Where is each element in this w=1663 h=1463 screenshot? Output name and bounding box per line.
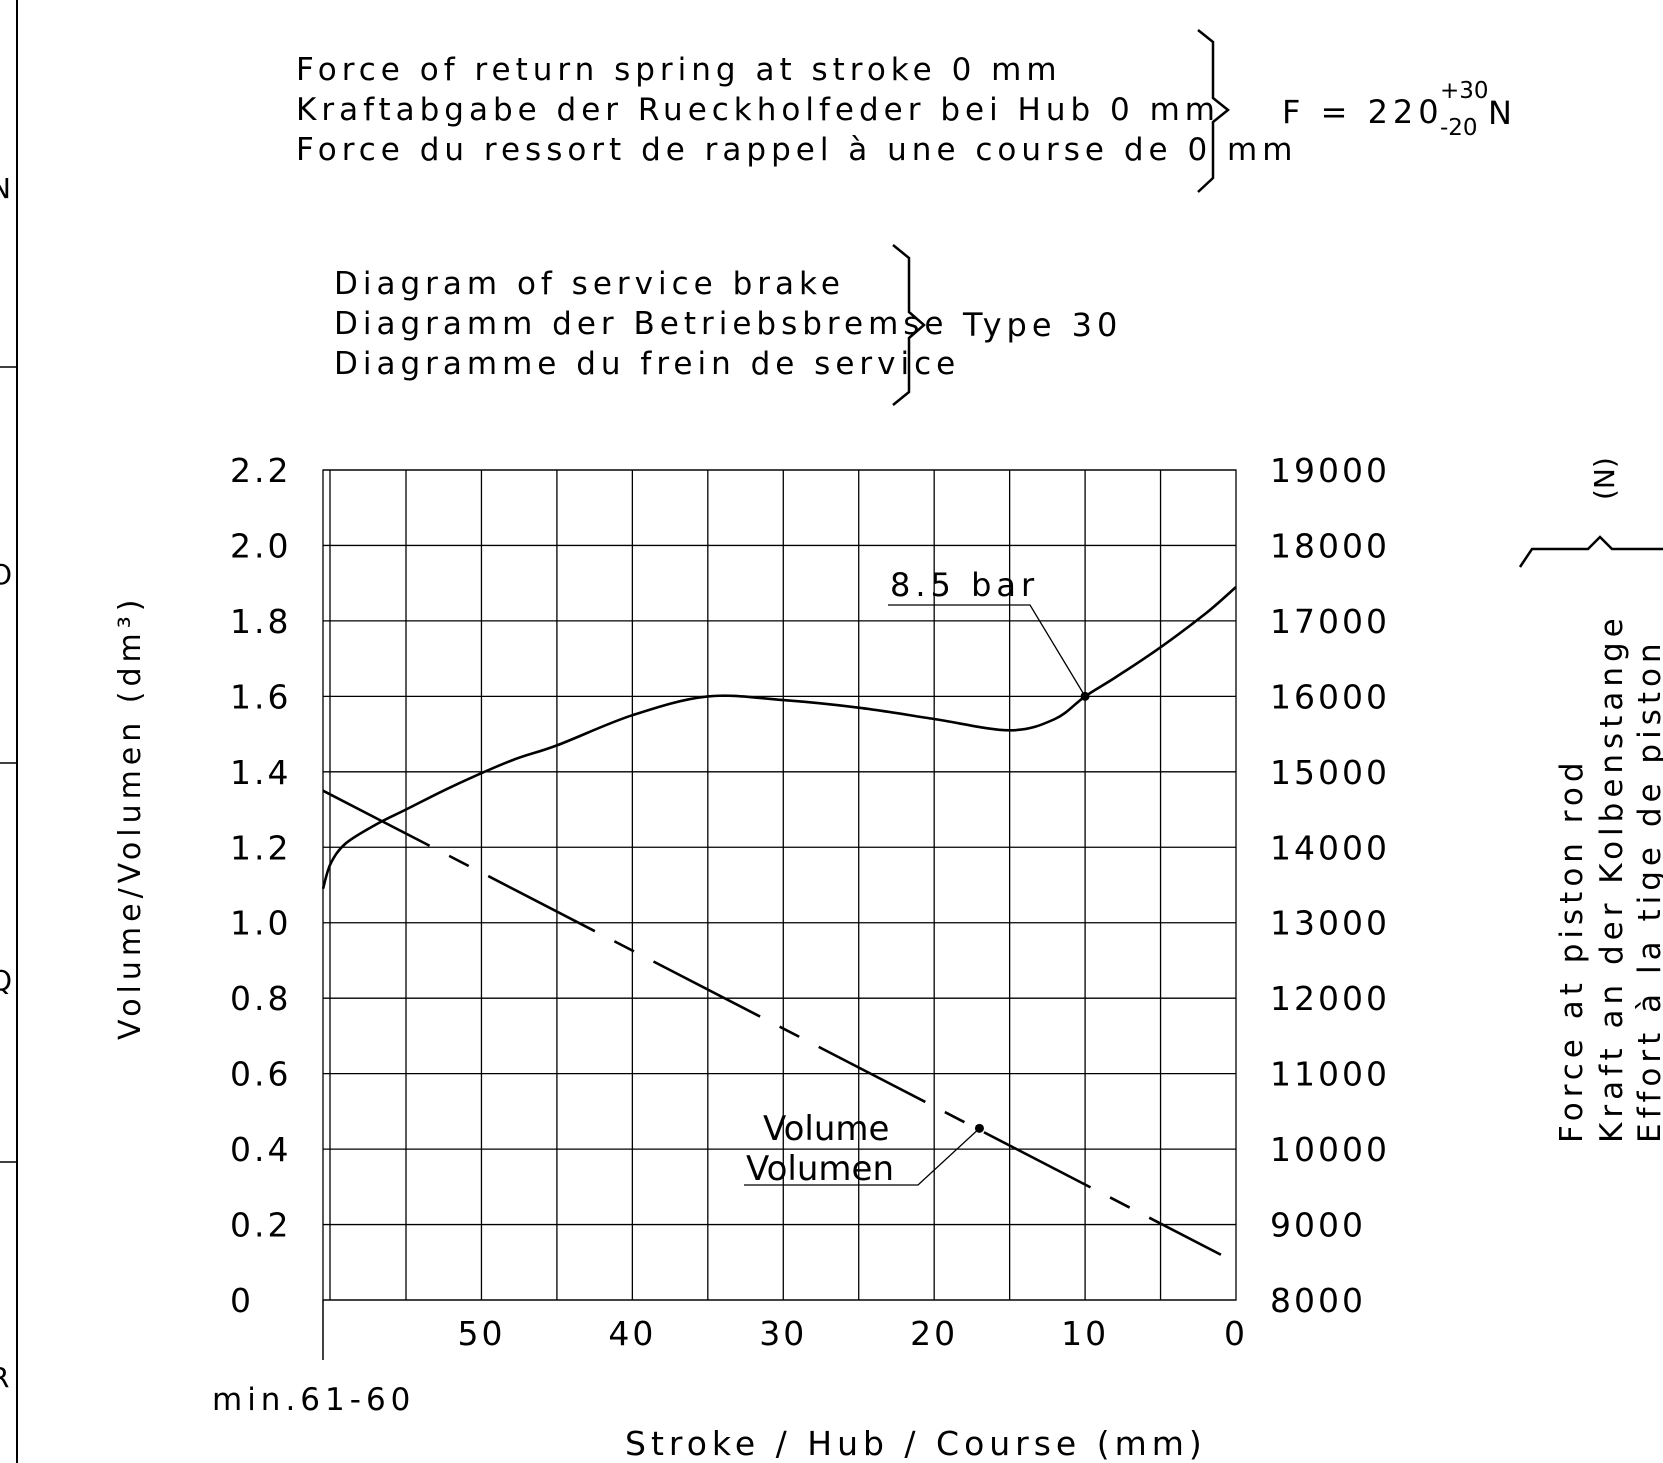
y-right-tick-label: 19000 <box>1270 451 1390 490</box>
zone-letter: N <box>0 172 11 205</box>
chart-grid <box>322 469 1237 1301</box>
x-tick-label: 20 <box>910 1314 958 1353</box>
zone-letter: O <box>0 558 12 591</box>
leader-line-8-5-bar <box>888 604 1086 697</box>
y-right-tick-label: 10000 <box>1270 1130 1390 1169</box>
y-right-tick-label: 14000 <box>1270 828 1390 867</box>
spring-tolerance-upper: +30 <box>1440 78 1489 104</box>
y-right-tick-label: 17000 <box>1270 602 1390 641</box>
y-right-axis-label: Force at piston rod Kraft an der Kolbens… <box>1554 613 1663 1143</box>
zone-letter: Q <box>0 964 12 997</box>
y-right-tick-label: 12000 <box>1270 979 1390 1018</box>
spring-force-note: Force of return spring at stroke 0 mm Kr… <box>296 52 1297 168</box>
series-line-8-5-bar <box>321 586 1237 890</box>
y-right-tick-label: 13000 <box>1270 904 1390 943</box>
spring-note-de: Kraftabgabe der Rueckholfeder bei Hub 0 … <box>296 92 1220 128</box>
series-label-volume-en: Volume <box>763 1109 889 1149</box>
y-left-tick-label: 1.8 <box>230 602 291 641</box>
spring-note-en: Force of return spring at stroke 0 mm <box>296 52 1062 88</box>
series-line-volume <box>322 789 1222 1256</box>
y-left-tick-label: 1.0 <box>230 904 291 943</box>
spring-note-brace <box>1197 29 1231 193</box>
diagram-title-en: Diagram of service brake <box>334 266 845 302</box>
y-right-tick-label: 15000 <box>1270 753 1390 792</box>
y-left-tick-label: 1.6 <box>230 677 291 716</box>
series-label-8-5-bar: 8.5 bar <box>890 566 1039 604</box>
y-right-label-brace <box>1518 535 1663 568</box>
y-right-label-en: Force at piston rod <box>1554 757 1590 1143</box>
y-left-tick-labels: 0 0.2 0.4 0.6 0.8 1.0 1.2 1.4 1.6 1.8 2.0 2.2 <box>230 451 291 1320</box>
y-left-tick-label: 2.2 <box>230 451 291 490</box>
x-tick-label: 40 <box>608 1314 656 1353</box>
y-right-unit: (N) <box>1588 457 1621 500</box>
x-axis-label: Stroke / Hub / Course (mm) <box>625 1424 1207 1463</box>
y-left-tick-label: 2.0 <box>230 526 291 565</box>
diagram-title-note: Diagram of service brake Diagramm der Be… <box>334 266 960 382</box>
y-right-tick-label: 8000 <box>1270 1281 1366 1320</box>
y-right-tick-label: 18000 <box>1270 526 1390 565</box>
x-tick-label: 30 <box>759 1314 807 1353</box>
spring-tolerance-lower: -20 <box>1440 115 1478 141</box>
frame-zone-letters: N O Q R <box>0 172 12 1394</box>
y-left-tick-label: 0.6 <box>230 1055 291 1094</box>
diagram-note-brace <box>892 244 926 406</box>
series-label-volume-de: Volumen <box>746 1149 894 1189</box>
zone-letter: R <box>0 1361 9 1394</box>
leader-line-volume <box>744 1127 980 1186</box>
diagram-title-fr: Diagramme du frein de service <box>334 346 960 382</box>
y-right-tick-labels: 8000 9000 10000 11000 12000 13000 14000 15000 16… <box>1270 451 1390 1320</box>
x-tick-label: 50 <box>457 1314 505 1353</box>
spring-force-unit: N <box>1488 94 1512 132</box>
y-left-tick-label: 0.2 <box>230 1206 291 1245</box>
y-right-tick-label: 9000 <box>1270 1206 1366 1245</box>
y-right-tick-label: 11000 <box>1270 1055 1390 1094</box>
x-axis-extra-label: min.61-60 <box>212 1382 415 1418</box>
spring-force-value: F = 220 <box>1282 93 1444 131</box>
y-left-tick-label: 0.8 <box>230 979 291 1018</box>
frame-zone-ticks <box>0 366 17 1163</box>
y-left-axis-label: Volume/Volumen (dm³) <box>113 594 148 1040</box>
y-left-tick-label: 1.2 <box>230 828 291 867</box>
y-right-label-fr: Effort à la tige de piston <box>1632 638 1663 1143</box>
x-tick-label: 0 <box>1224 1314 1248 1353</box>
y-right-tick-label: 16000 <box>1270 677 1390 716</box>
y-right-label-de: Kraft an der Kolbenstange <box>1594 613 1630 1143</box>
y-left-tick-label: 0.4 <box>230 1130 291 1169</box>
x-tick-label: 10 <box>1061 1314 1109 1353</box>
type-label: Type 30 <box>962 306 1122 344</box>
y-left-tick-label: 1.4 <box>230 753 291 792</box>
spring-note-fr: Force du ressort de rappel à une course … <box>296 132 1297 168</box>
y-left-tick-label: 0 <box>230 1281 254 1320</box>
diagram-title-de: Diagramm der Betriebsbremse <box>334 306 949 342</box>
x-tick-labels: 50 40 30 20 10 0 <box>457 1314 1248 1353</box>
